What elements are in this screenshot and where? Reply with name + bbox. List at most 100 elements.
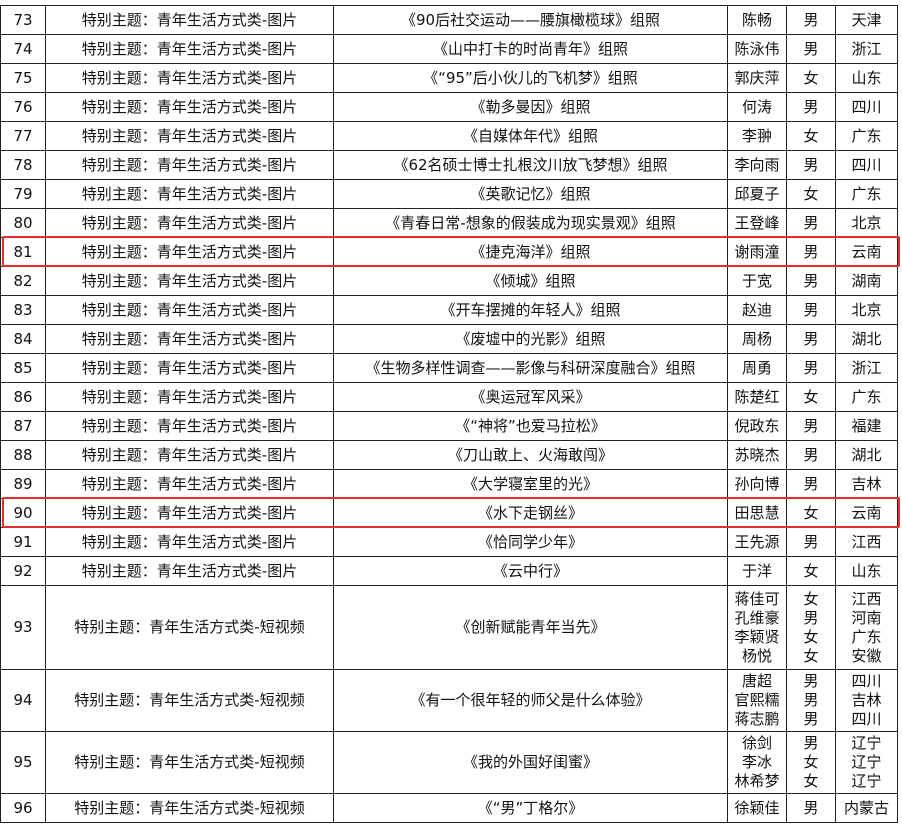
names-cell: 于宽 bbox=[727, 266, 787, 296]
region-value: 安徽 bbox=[851, 646, 882, 665]
names-cell: 倪政东 bbox=[727, 411, 787, 441]
gender-value: 男 bbox=[803, 445, 819, 464]
name-value: 杨悦 bbox=[741, 646, 772, 665]
genders-cell: 男 bbox=[786, 324, 836, 354]
name-value: 李向雨 bbox=[734, 155, 780, 174]
gender-value: 女 bbox=[803, 772, 819, 790]
genders-cell: 男男男 bbox=[786, 669, 836, 732]
names-cell: 于洋 bbox=[727, 556, 787, 586]
name-value: 李翀 bbox=[741, 126, 772, 145]
region-value: 辽宁 bbox=[851, 734, 882, 752]
name-value: 孙向博 bbox=[734, 474, 780, 493]
names-cell: 邱夏子 bbox=[727, 179, 787, 209]
name-value: 陈畅 bbox=[741, 10, 772, 29]
gender-value: 男 bbox=[803, 213, 819, 232]
region-value: 云南 bbox=[851, 242, 882, 261]
category-cell: 特别主题：青年生活方式类-图片 bbox=[45, 208, 334, 238]
gender-value: 女 bbox=[803, 627, 819, 646]
names-cell: 苏晓杰 bbox=[727, 440, 787, 470]
table-row: 73 特别主题：青年生活方式类-图片 《90后社交运动——腰旗橄榄球》组照 陈畅 男 天津 bbox=[0, 5, 898, 35]
row-number: 96 bbox=[0, 793, 46, 823]
regions-cell: 浙江 bbox=[835, 353, 898, 383]
names-cell: 何涛 bbox=[727, 92, 787, 122]
category-cell: 特别主题：青年生活方式类-图片 bbox=[45, 324, 334, 354]
regions-cell: 浙江 bbox=[835, 34, 898, 64]
regions-cell: 广东 bbox=[835, 179, 898, 209]
category-cell: 特别主题：青年生活方式类-图片 bbox=[45, 5, 334, 35]
row-number: 81 bbox=[0, 237, 46, 267]
names-cell: 唐超 官熙糯 蒋志鹏 bbox=[727, 669, 787, 732]
genders-cell: 女男女女 bbox=[786, 585, 836, 670]
region-value: 吉林 bbox=[851, 474, 882, 493]
region-value: 江西 bbox=[851, 589, 882, 608]
genders-cell: 女 bbox=[786, 121, 836, 151]
genders-cell: 男 bbox=[786, 208, 836, 238]
row-number: 79 bbox=[0, 179, 46, 209]
row-number: 82 bbox=[0, 266, 46, 296]
regions-cell: 山东 bbox=[835, 63, 898, 93]
row-number: 95 bbox=[0, 731, 46, 794]
table-row: 82 特别主题：青年生活方式类-图片 《倾城》组照 于宽 男 湖南 bbox=[0, 266, 898, 296]
region-value: 北京 bbox=[851, 300, 882, 319]
title-cell: 《90后社交运动——腰旗橄榄球》组照 bbox=[333, 5, 728, 35]
genders-cell: 男 bbox=[786, 34, 836, 64]
region-value: 内蒙古 bbox=[843, 798, 889, 817]
category-cell: 特别主题：青年生活方式类-短视频 bbox=[45, 793, 334, 823]
table-row: 84 特别主题：青年生活方式类-图片 《废墟中的光影》组照 周杨 男 湖北 bbox=[0, 324, 898, 354]
regions-cell: 湖北 bbox=[835, 324, 898, 354]
regions-cell: 辽宁 辽宁 辽宁 bbox=[835, 731, 898, 794]
title-cell: 《生物多样性调查——影像与科研深度融合》组照 bbox=[333, 353, 728, 383]
name-value: 谢雨潼 bbox=[734, 242, 780, 261]
region-value: 湖南 bbox=[851, 271, 882, 290]
category-cell: 特别主题：青年生活方式类-图片 bbox=[45, 411, 334, 441]
regions-cell: 北京 bbox=[835, 295, 898, 325]
title-cell: 《自媒体年代》组照 bbox=[333, 121, 728, 151]
gender-value: 女 bbox=[803, 68, 819, 87]
regions-cell: 江西 河南 广东 安徽 bbox=[835, 585, 898, 670]
name-value: 周勇 bbox=[741, 358, 772, 377]
title-cell: 《有一个很年轻的师父是什么体验》 bbox=[333, 669, 728, 732]
regions-cell: 内蒙古 bbox=[835, 793, 898, 823]
table-row: 92 特别主题：青年生活方式类-图片 《云中行》 于洋 女 山东 bbox=[0, 556, 898, 586]
regions-cell: 天津 bbox=[835, 5, 898, 35]
name-value: 于洋 bbox=[741, 561, 772, 580]
category-cell: 特别主题：青年生活方式类-图片 bbox=[45, 34, 334, 64]
row-number: 85 bbox=[0, 353, 46, 383]
genders-cell: 男 bbox=[786, 793, 836, 823]
title-cell: 《“男”丁格尔》 bbox=[333, 793, 728, 823]
gender-value: 女 bbox=[803, 126, 819, 145]
title-cell: 《捷克海洋》组照 bbox=[333, 237, 728, 267]
row-number: 90 bbox=[0, 498, 46, 528]
name-value: 邱夏子 bbox=[734, 184, 780, 203]
names-cell: 田思慧 bbox=[727, 498, 787, 528]
table-row: 86 特别主题：青年生活方式类-图片 《奥运冠军风采》 陈楚红 女 广东 bbox=[0, 382, 898, 412]
title-cell: 《我的外国好闺蜜》 bbox=[333, 731, 728, 794]
category-cell: 特别主题：青年生活方式类-图片 bbox=[45, 63, 334, 93]
names-cell: 陈楚红 bbox=[727, 382, 787, 412]
row-number: 77 bbox=[0, 121, 46, 151]
region-value: 福建 bbox=[851, 416, 882, 435]
region-value: 四川 bbox=[851, 155, 882, 174]
region-value: 广东 bbox=[851, 627, 882, 646]
title-cell: 《云中行》 bbox=[333, 556, 728, 586]
category-cell: 特别主题：青年生活方式类-图片 bbox=[45, 527, 334, 557]
genders-cell: 女 bbox=[786, 498, 836, 528]
regions-cell: 广东 bbox=[835, 382, 898, 412]
genders-cell: 女 bbox=[786, 382, 836, 412]
name-value: 唐超 bbox=[741, 672, 772, 690]
title-cell: 《奥运冠军风采》 bbox=[333, 382, 728, 412]
names-cell: 王先源 bbox=[727, 527, 787, 557]
genders-cell: 女 bbox=[786, 179, 836, 209]
category-cell: 特别主题：青年生活方式类-图片 bbox=[45, 121, 334, 151]
gender-value: 男 bbox=[803, 691, 819, 709]
title-cell: 《刀山敢上、火海敢闯》 bbox=[333, 440, 728, 470]
title-cell: 《“95”后小伙儿的飞机梦》组照 bbox=[333, 63, 728, 93]
gender-value: 男 bbox=[803, 532, 819, 551]
genders-cell: 男 bbox=[786, 411, 836, 441]
gender-value: 女 bbox=[803, 387, 819, 406]
names-cell: 李向雨 bbox=[727, 150, 787, 180]
genders-cell: 男 bbox=[786, 5, 836, 35]
name-value: 官熙糯 bbox=[734, 691, 780, 709]
region-value: 浙江 bbox=[851, 39, 882, 58]
category-cell: 特别主题：青年生活方式类-图片 bbox=[45, 556, 334, 586]
